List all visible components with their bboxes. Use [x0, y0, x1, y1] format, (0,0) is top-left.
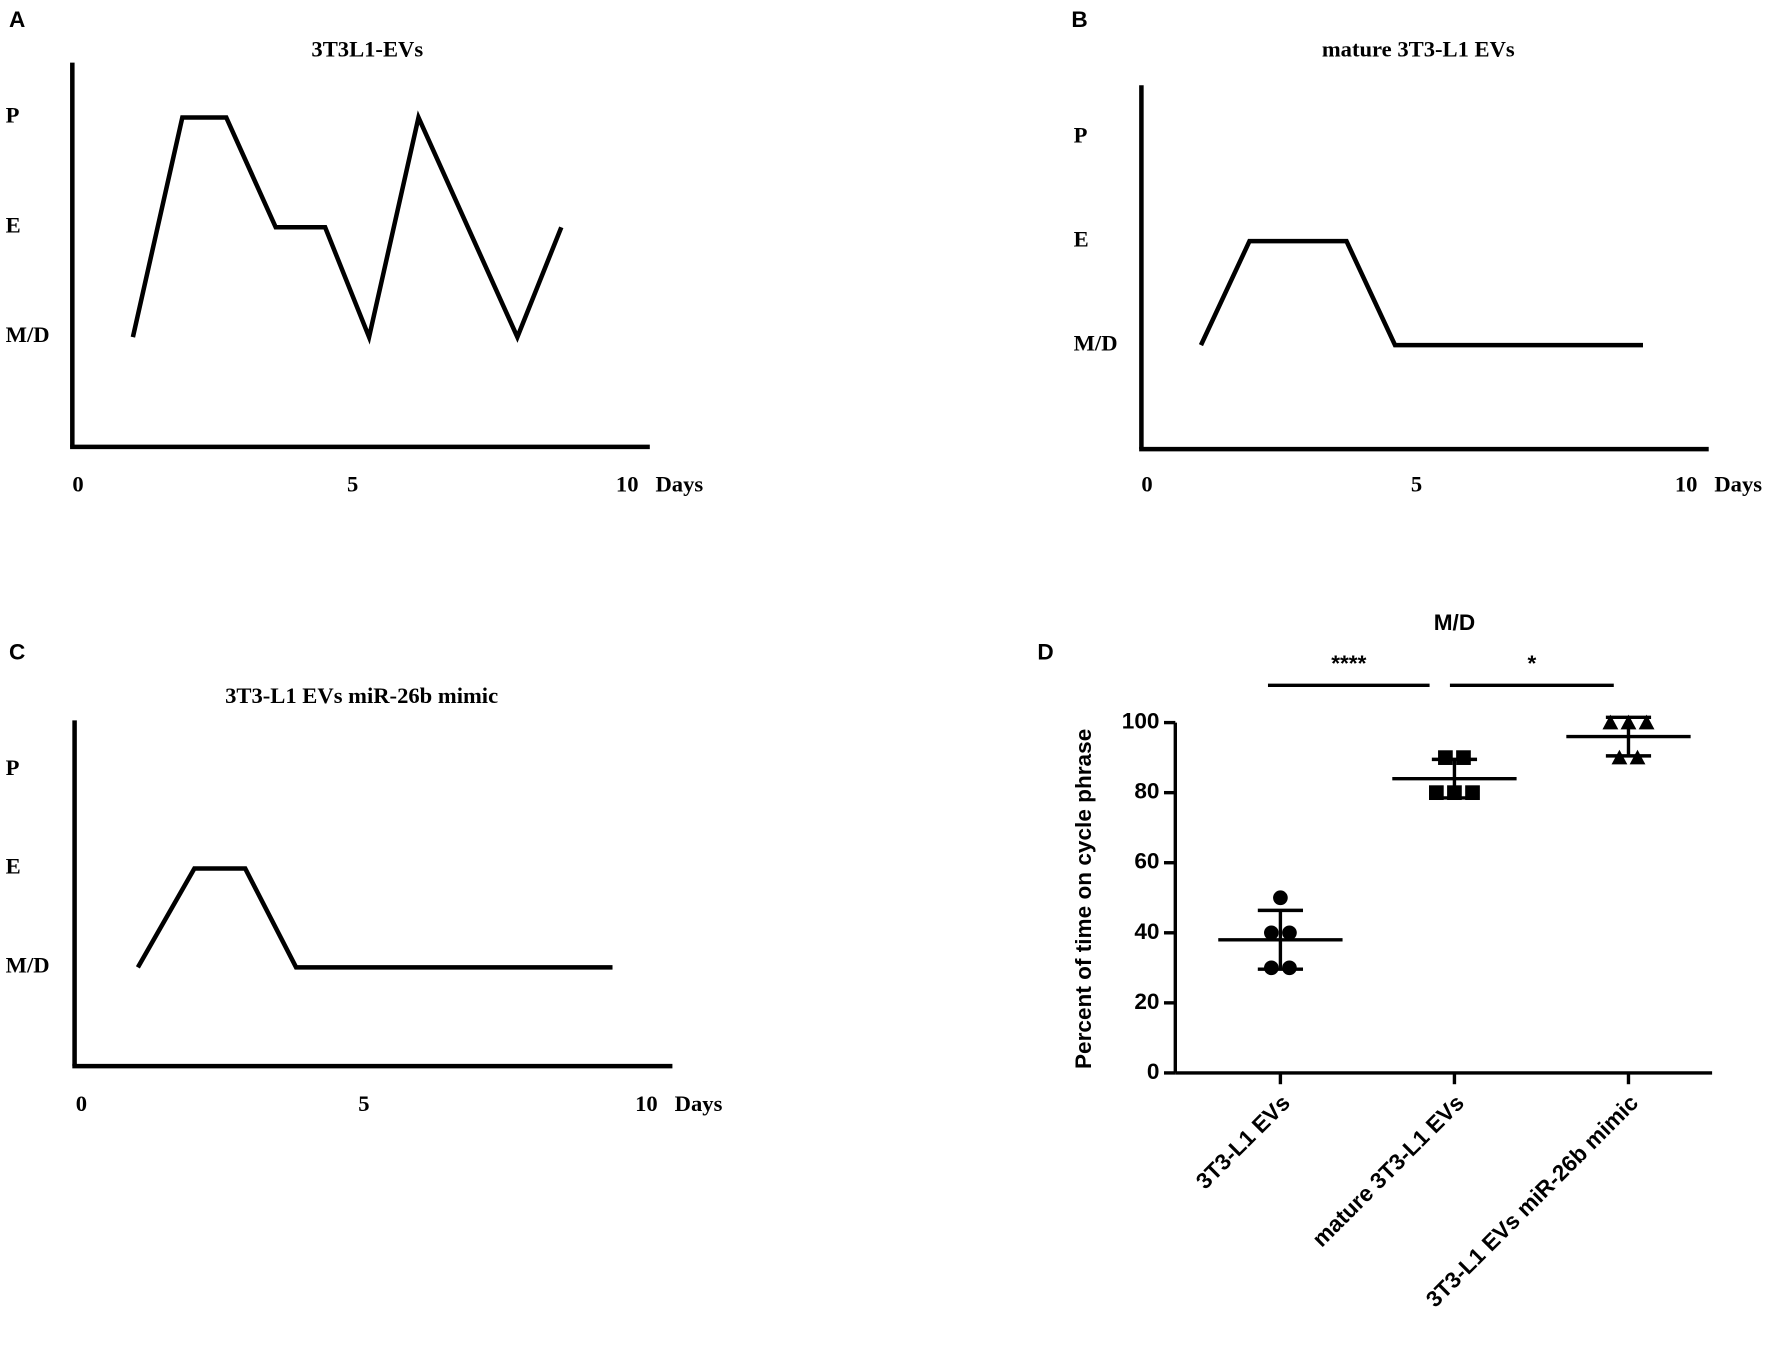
x-tick-label: 3T3-L1 EVs miR-26b mimic — [1421, 1090, 1643, 1312]
x-tick-label: 5 — [358, 1091, 369, 1116]
y-tick-label: M/D — [6, 953, 50, 978]
point — [1282, 925, 1297, 941]
y-tick-label: 100 — [1122, 709, 1160, 734]
chart-title: 3T3-L1 EVs miR-26b mimic — [225, 683, 498, 708]
x-tick-label: mature 3T3-L1 EVs — [1307, 1090, 1469, 1252]
x-tick-label: 10 — [635, 1091, 658, 1116]
y-tick-label: 0 — [1147, 1059, 1160, 1084]
point — [1456, 750, 1471, 765]
x-tick-label: 5 — [1411, 472, 1422, 497]
y-tick-label: M/D — [1074, 330, 1118, 355]
y-tick-label: 60 — [1134, 849, 1159, 874]
chart-title: M/D — [1434, 610, 1475, 635]
line — [135, 866, 613, 970]
significance-label: **** — [1331, 651, 1366, 676]
x-tick-label: 0 — [1141, 472, 1152, 497]
point — [1264, 925, 1279, 941]
y-tick-label: P — [6, 755, 20, 780]
x-tick-label: 10 — [616, 472, 639, 497]
panel-letter: A — [9, 7, 25, 32]
panel-letter: C — [9, 640, 25, 665]
y-axis-label: Percent of time on cycle phrase — [1071, 729, 1096, 1069]
point — [1273, 890, 1288, 906]
x-axis-label: Days — [655, 472, 703, 497]
y-tick-label: 40 — [1134, 919, 1159, 944]
point — [1638, 714, 1655, 730]
y-tick-label: E — [1074, 226, 1089, 251]
line — [1198, 238, 1643, 348]
y-tick-label: E — [6, 212, 21, 237]
chart-title: mature 3T3-L1 EVs — [1322, 37, 1515, 62]
y-tick-label: M/D — [6, 322, 50, 347]
y-tick-label: 80 — [1134, 779, 1159, 804]
x-tick-label: 0 — [72, 472, 83, 497]
x-axis-label: Days — [675, 1091, 723, 1116]
y-tick-label: P — [6, 103, 20, 128]
point — [1438, 750, 1453, 765]
y-tick-label: 20 — [1134, 989, 1159, 1014]
point — [1602, 714, 1619, 730]
chart-title: 3T3L1-EVs — [311, 37, 423, 62]
panel-letter: B — [1071, 7, 1087, 32]
x-tick-label: 10 — [1675, 472, 1698, 497]
y-tick-label: P — [1074, 122, 1088, 147]
x-tick-label: 3T3-L1 EVs — [1191, 1090, 1295, 1194]
line — [130, 110, 564, 345]
x-tick-label: 5 — [347, 472, 358, 497]
x-axis-label: Days — [1714, 472, 1762, 497]
panel-letter: D — [1037, 640, 1053, 665]
y-tick-label: E — [6, 854, 21, 879]
x-tick-label: 0 — [76, 1091, 87, 1116]
significance-label: * — [1527, 651, 1536, 676]
